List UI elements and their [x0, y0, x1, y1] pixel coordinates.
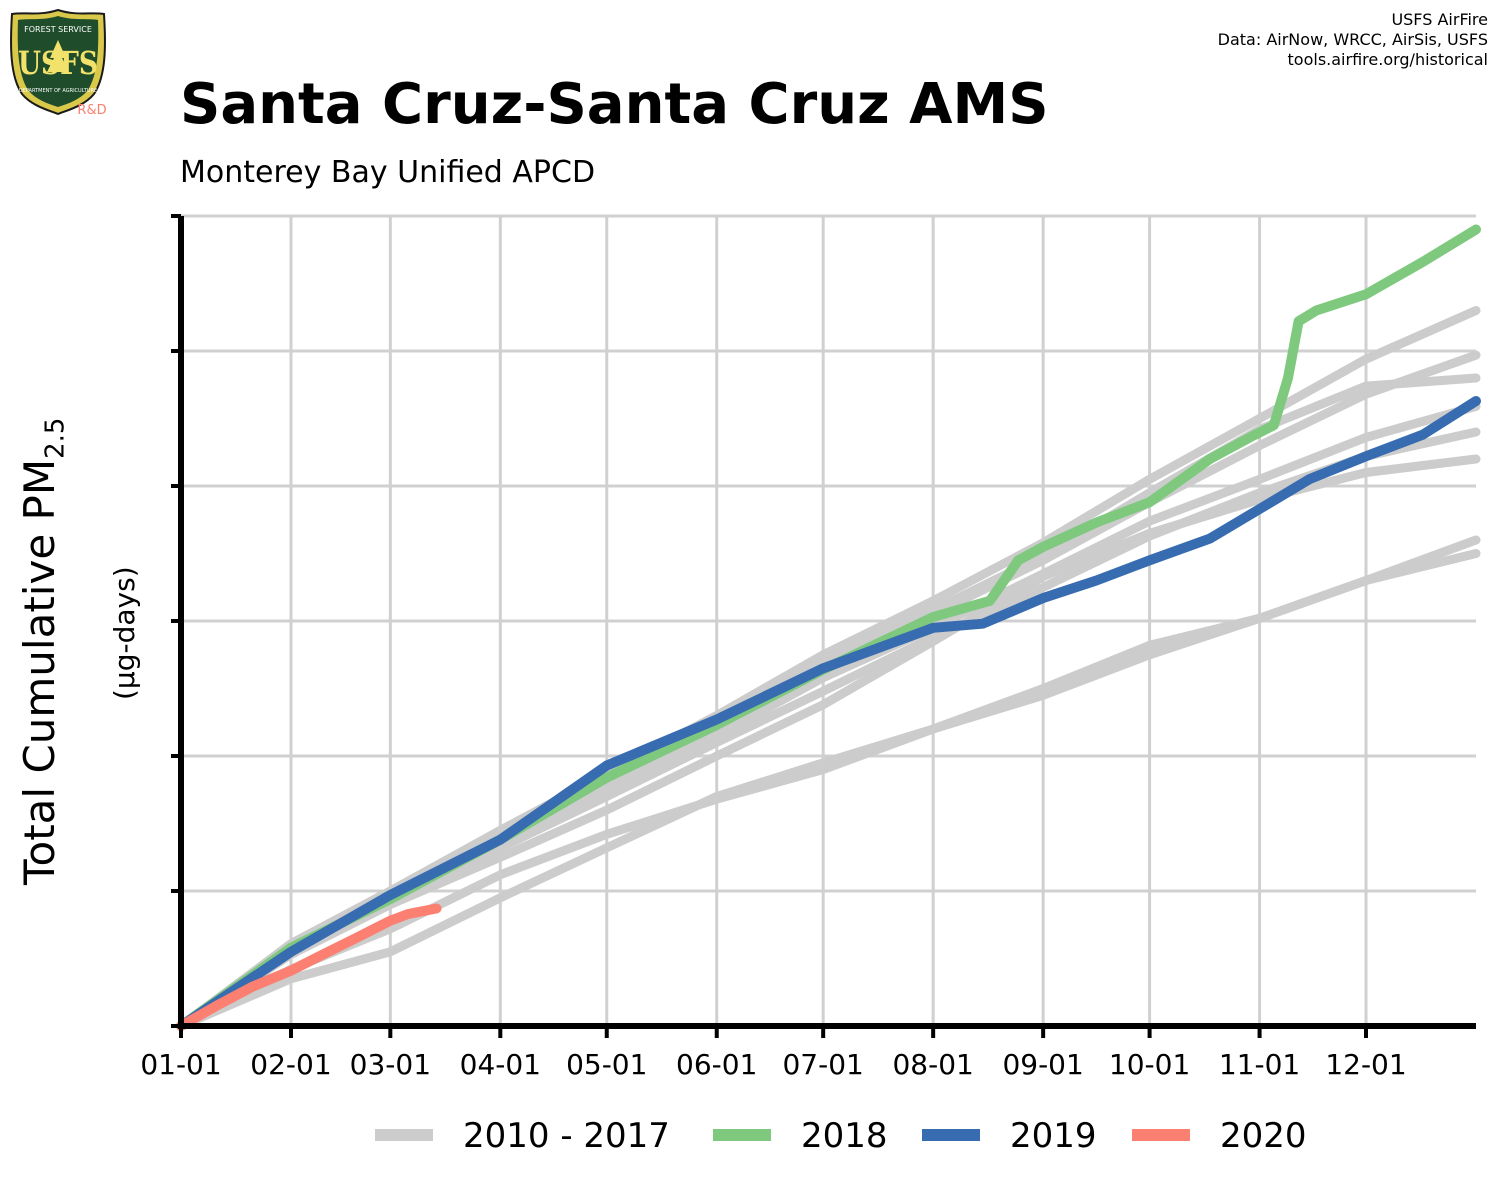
x-tick-label: 01-01: [140, 1048, 221, 1081]
series-line-2020: [176, 903, 442, 1031]
highlight-lines: [176, 224, 1481, 1031]
logo-top-text: FOREST SERVICE: [24, 25, 92, 34]
x-tick-label: 04-01: [460, 1048, 541, 1081]
x-tick-label: 08-01: [892, 1048, 973, 1081]
history-series-line: [176, 454, 1481, 1031]
legend-label: 2018: [801, 1116, 888, 1156]
legend-label: 2010 - 2017: [463, 1116, 670, 1156]
logo-tag: R&D: [77, 103, 106, 116]
credit-block: USFS AirFire Data: AirNow, WRCC, AirSis,…: [1218, 10, 1488, 70]
x-tick-label: 02-01: [250, 1048, 331, 1081]
legend: 2010 - 2017 2018 2019 2020: [375, 1116, 1307, 1156]
tree-icon: [47, 40, 69, 72]
history-series-line: [176, 549, 1481, 1031]
credit-line: tools.airfire.org/historical: [1287, 50, 1488, 69]
x-tick-label: 06-01: [676, 1048, 757, 1081]
credit-line: USFS AirFire: [1391, 10, 1488, 29]
x-tick-label: 10-01: [1109, 1048, 1190, 1081]
logo-bottom-text: DEPARTMENT OF AGRICULTURE: [19, 88, 97, 94]
x-tick-label: 05-01: [566, 1048, 647, 1081]
legend-label: 2019: [1010, 1116, 1097, 1156]
legend-label: 2020: [1220, 1116, 1307, 1156]
x-tick-label: 12-01: [1325, 1048, 1406, 1081]
series-line-2019: [176, 396, 1481, 1031]
chart-title: Santa Cruz-Santa Cruz AMS: [180, 72, 1049, 137]
chart-subtitle: Monterey Bay Unified APCD: [180, 155, 596, 190]
x-tick-labels: 01-01 02-01 03-01 04-01 05-01 06-01 07-01 08-01…: [140, 1048, 1406, 1081]
x-tick-label: 09-01: [1002, 1048, 1083, 1081]
x-tick-label: 07-01: [782, 1048, 863, 1081]
x-tick-label: 03-01: [350, 1048, 431, 1081]
usfs-logo: FOREST SERVICE USFS DEPARTMENT OF AGRICU…: [10, 8, 107, 116]
axes: [171, 214, 1476, 1038]
x-tick-label: 11-01: [1219, 1048, 1300, 1081]
credit-line: Data: AirNow, WRCC, AirSis, USFS: [1217, 30, 1488, 49]
history-series-line: [176, 535, 1481, 1031]
